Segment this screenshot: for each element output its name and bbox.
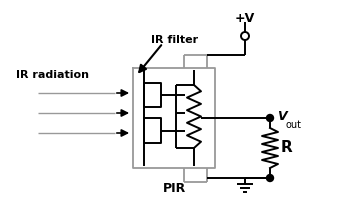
Text: IR filter: IR filter — [152, 35, 198, 45]
Circle shape — [266, 175, 273, 181]
Text: out: out — [285, 120, 301, 130]
Circle shape — [266, 115, 273, 121]
Text: +V: +V — [235, 12, 255, 25]
Text: R: R — [281, 140, 293, 155]
Text: IR radiation: IR radiation — [16, 70, 90, 80]
Text: PIR: PIR — [163, 181, 187, 195]
Text: V: V — [277, 109, 287, 123]
